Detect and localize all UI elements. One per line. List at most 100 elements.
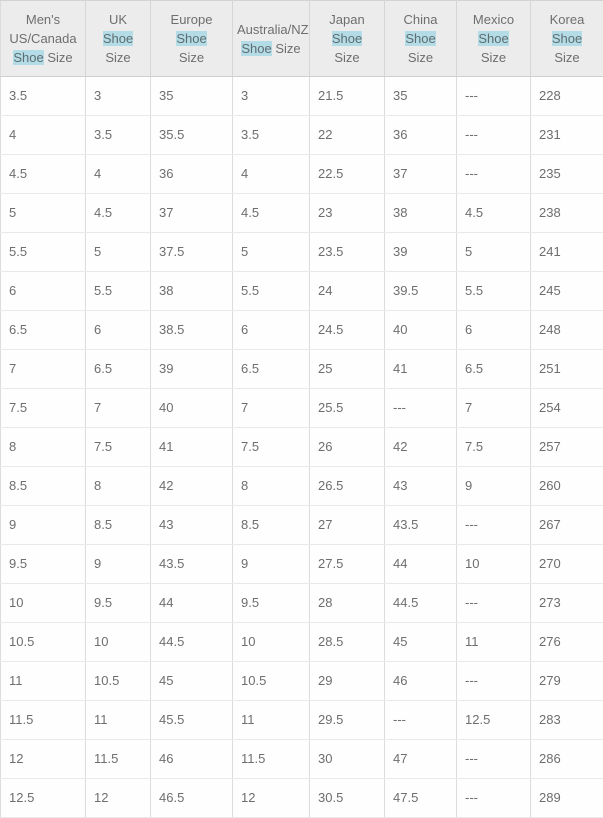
table-cell: 238 <box>531 194 603 233</box>
table-cell: 289 <box>531 779 603 818</box>
table-cell: 38 <box>151 272 233 311</box>
table-cell: 8.5 <box>1 467 86 506</box>
header-uk-shoe-size: UK Shoe Size <box>86 1 151 77</box>
table-cell: 286 <box>531 740 603 779</box>
header-china-shoe-size: China Shoe Size <box>385 1 457 77</box>
table-cell: --- <box>457 506 531 545</box>
table-cell: 4 <box>233 155 310 194</box>
table-cell: 11 <box>233 701 310 740</box>
table-cell: 11 <box>86 701 151 740</box>
table-cell: 38 <box>385 194 457 233</box>
table-cell: --- <box>457 779 531 818</box>
header-japan-shoe-size: Japan Shoe Size <box>310 1 385 77</box>
table-cell: 7 <box>457 389 531 428</box>
search-highlight: Shoe <box>552 31 582 46</box>
table-cell: 47 <box>385 740 457 779</box>
table-cell: --- <box>457 662 531 701</box>
search-highlight: Shoe <box>13 50 43 65</box>
table-cell: 37.5 <box>151 233 233 272</box>
table-cell: 6.5 <box>86 350 151 389</box>
table-cell: 40 <box>151 389 233 428</box>
table-cell: 35.5 <box>151 116 233 155</box>
table-cell: 7.5 <box>457 428 531 467</box>
table-cell: 257 <box>531 428 603 467</box>
table-cell: 5.5 <box>233 272 310 311</box>
table-cell: 9.5 <box>86 584 151 623</box>
table-cell: 241 <box>531 233 603 272</box>
table-cell: 24 <box>310 272 385 311</box>
table-header: Men's US/Canada Shoe Size UK Shoe Size E… <box>1 1 603 77</box>
table-cell: 6 <box>86 311 151 350</box>
table-cell: 36 <box>385 116 457 155</box>
table-cell: 44 <box>151 584 233 623</box>
search-highlight: Shoe <box>176 31 206 46</box>
table-cell: 7 <box>86 389 151 428</box>
header-europe-shoe-size: Europe Shoe Size <box>151 1 233 77</box>
table-cell: 39 <box>151 350 233 389</box>
table-cell: 28 <box>310 584 385 623</box>
table-cell: 10.5 <box>1 623 86 662</box>
table-cell: 30.5 <box>310 779 385 818</box>
table-cell: 36 <box>151 155 233 194</box>
table-cell: 6.5 <box>233 350 310 389</box>
table-cell: 24.5 <box>310 311 385 350</box>
table-cell: 5 <box>1 194 86 233</box>
table-cell: 46 <box>151 740 233 779</box>
table-cell: 254 <box>531 389 603 428</box>
table-cell: 45 <box>151 662 233 701</box>
table-cell: 44.5 <box>385 584 457 623</box>
table-cell: 11.5 <box>86 740 151 779</box>
table-cell: 4 <box>86 155 151 194</box>
table-cell: 5 <box>86 233 151 272</box>
table-cell: 7.5 <box>86 428 151 467</box>
table-cell: 8.5 <box>233 506 310 545</box>
table-cell: 39.5 <box>385 272 457 311</box>
table-cell: 10 <box>457 545 531 584</box>
search-highlight: Shoe <box>103 31 133 46</box>
table-cell: 26 <box>310 428 385 467</box>
header-australia-nz-shoe-size: Australia/NZ Shoe Size <box>233 1 310 77</box>
header-korea-shoe-size: Korea Shoe Size <box>531 1 603 77</box>
table-cell: 3 <box>233 77 310 116</box>
table-cell: 35 <box>385 77 457 116</box>
table-cell: 4.5 <box>86 194 151 233</box>
search-highlight: Shoe <box>241 41 271 56</box>
table-cell: 21.5 <box>310 77 385 116</box>
table-cell: 12 <box>1 740 86 779</box>
table-cell: 10 <box>1 584 86 623</box>
table-cell: 12.5 <box>457 701 531 740</box>
table-cell: 267 <box>531 506 603 545</box>
table-cell: 235 <box>531 155 603 194</box>
header-mexico-shoe-size: Mexico Shoe Size <box>457 1 531 77</box>
table-cell: 3.5 <box>1 77 86 116</box>
table-cell: 228 <box>531 77 603 116</box>
table-cell: 45 <box>385 623 457 662</box>
table-cell: 251 <box>531 350 603 389</box>
table-cell: 3.5 <box>233 116 310 155</box>
table-cell: --- <box>457 584 531 623</box>
table-cell: 46 <box>385 662 457 701</box>
table-cell: 7 <box>233 389 310 428</box>
table-cell: 35 <box>151 77 233 116</box>
table-cell: 6.5 <box>457 350 531 389</box>
table-cell: 25.5 <box>310 389 385 428</box>
table-cell: 27.5 <box>310 545 385 584</box>
table-cell: 43 <box>151 506 233 545</box>
table-cell: 12.5 <box>1 779 86 818</box>
table-cell: 7.5 <box>1 389 86 428</box>
table-cell: 231 <box>531 116 603 155</box>
table-cell: --- <box>457 155 531 194</box>
table-cell: 6 <box>1 272 86 311</box>
